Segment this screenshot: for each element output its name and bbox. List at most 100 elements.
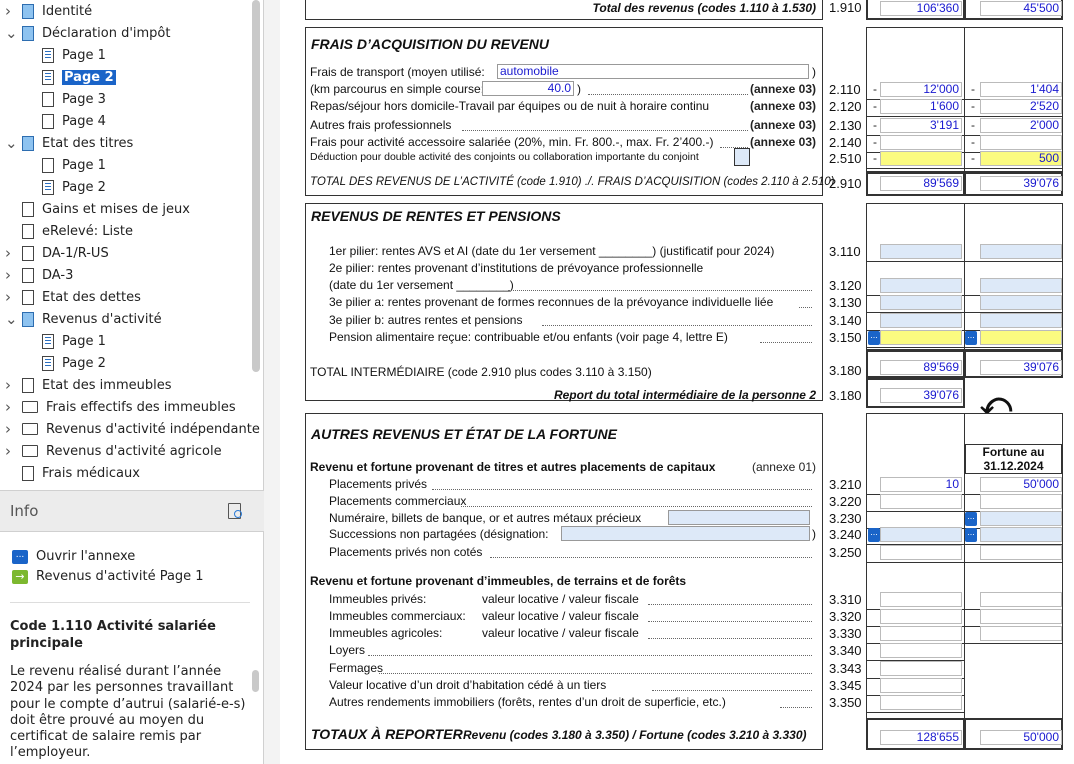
tree-item[interactable]: eRelevé: Liste <box>22 221 133 241</box>
amount-field[interactable]: 89'569 <box>880 360 962 375</box>
amount-field[interactable] <box>980 135 1062 150</box>
tree-item[interactable]: Page 2 <box>42 67 116 87</box>
km-input[interactable]: 40.0 <box>482 81 574 96</box>
amount-field[interactable] <box>980 592 1062 607</box>
succession-input[interactable] <box>561 526 810 541</box>
chevron-right-icon[interactable]: › <box>5 244 11 262</box>
amount-field[interactable]: 2'520 <box>980 99 1062 114</box>
chevron-down-icon[interactable]: ⌄ <box>5 134 18 152</box>
chevron-right-icon[interactable]: › <box>5 398 11 416</box>
double-activity-checkbox[interactable] <box>734 148 750 166</box>
tree-item[interactable]: › Etat des immeubles <box>5 375 171 395</box>
tree-item[interactable]: › DA-3 <box>5 265 73 285</box>
amount-field[interactable]: 39'076 <box>980 176 1062 191</box>
field-label: Immeubles agricoles: <box>329 626 443 640</box>
amount-field[interactable]: 10 <box>880 477 962 492</box>
tree-item[interactable]: ⌄ Etat des titres <box>5 133 133 153</box>
amount-field[interactable]: 2'000 <box>980 118 1062 133</box>
amount-field[interactable] <box>980 494 1062 509</box>
tree-item[interactable]: › Revenus d'activité agricole <box>5 441 222 461</box>
chevron-down-icon[interactable]: ⌄ <box>5 24 18 42</box>
amount-field[interactable] <box>880 494 962 509</box>
amount-field[interactable] <box>880 609 962 624</box>
amount-field[interactable]: 50'000 <box>980 477 1062 492</box>
amount-field[interactable]: 1'404 <box>980 82 1062 97</box>
amount-field[interactable] <box>980 313 1062 328</box>
amount-field[interactable] <box>880 151 962 166</box>
amount-field[interactable] <box>980 527 1062 542</box>
amount-field[interactable] <box>880 278 962 293</box>
amount-field[interactable] <box>980 626 1062 641</box>
amount-field[interactable] <box>880 643 962 658</box>
tree-item[interactable]: Page 3 <box>42 89 106 109</box>
amount-field[interactable] <box>980 609 1062 624</box>
open-annex-link[interactable]: ... Ouvrir l'annexe <box>12 549 135 564</box>
amount-field[interactable] <box>980 244 1062 259</box>
amount-field[interactable]: 106'360 <box>880 1 962 16</box>
amount-field[interactable]: 1'600 <box>880 99 962 114</box>
tree-item[interactable]: Page 4 <box>42 111 106 131</box>
document-search-icon[interactable] <box>228 503 242 519</box>
tree-item[interactable]: Page 2 <box>42 353 106 373</box>
transport-input[interactable]: automobile <box>497 64 809 79</box>
amount-field[interactable]: 45'500 <box>980 1 1062 16</box>
amount-field[interactable] <box>880 527 962 542</box>
amount-field[interactable]: 39'076 <box>980 360 1062 375</box>
amount-field[interactable] <box>880 545 962 560</box>
amount-field[interactable] <box>880 592 962 607</box>
goto-link[interactable]: → Revenus d'activité Page 1 <box>12 569 204 584</box>
tree-scrollbar[interactable] <box>252 0 260 372</box>
tree-item[interactable]: › Etat des dettes <box>5 287 141 307</box>
chevron-right-icon[interactable]: › <box>5 420 11 438</box>
tree-item[interactable]: › Revenus d'activité indépendante <box>5 419 260 439</box>
amount-field[interactable]: 89'569 <box>880 176 962 191</box>
amount-field[interactable]: 12'000 <box>880 82 962 97</box>
amount-field[interactable] <box>880 135 962 150</box>
tree-item-label: Gains et mises de jeux <box>42 201 190 217</box>
chevron-right-icon[interactable]: › <box>5 376 11 394</box>
tree-item[interactable]: Frais médicaux <box>22 463 140 483</box>
amount-field[interactable] <box>880 661 962 676</box>
tree-item[interactable]: Gains et mises de jeux <box>22 199 190 219</box>
open-annex-button[interactable]: ... <box>965 512 977 526</box>
info-scrollbar[interactable] <box>252 670 259 692</box>
amount-field[interactable] <box>880 678 962 693</box>
fortune-mask <box>965 644 1062 720</box>
open-annex-button[interactable]: ... <box>868 528 880 542</box>
open-annex-button[interactable]: ... <box>965 331 977 345</box>
amount-field[interactable] <box>980 511 1062 526</box>
tree-item[interactable]: ⌄ Déclaration d'impôt <box>5 23 170 43</box>
amount-field[interactable]: 50'000 <box>980 730 1062 745</box>
chevron-right-icon[interactable]: › <box>5 2 11 20</box>
tree-item[interactable]: › Identité <box>5 1 92 21</box>
tree-item[interactable]: Page 2 <box>42 177 106 197</box>
amount-field[interactable] <box>980 278 1062 293</box>
amount-field[interactable]: 3'191 <box>880 118 962 133</box>
chevron-right-icon[interactable]: › <box>5 288 11 306</box>
chevron-right-icon[interactable]: › <box>5 442 11 460</box>
amount-field[interactable] <box>880 330 962 345</box>
amount-field[interactable]: 500 <box>980 151 1062 166</box>
amount-field[interactable] <box>880 295 962 310</box>
amount-field[interactable]: 39'076 <box>880 388 962 403</box>
amount-field[interactable] <box>980 330 1062 345</box>
chevron-down-icon[interactable]: ⌄ <box>5 310 18 328</box>
tree-item[interactable]: Page 1 <box>42 45 106 65</box>
amount-field[interactable] <box>880 695 962 710</box>
field-label: 1er pilier: rentes AVS et AI (date du 1e… <box>329 244 775 258</box>
chevron-right-icon[interactable]: › <box>5 266 11 284</box>
tree-item[interactable]: › Frais effectifs des immeubles <box>5 397 236 417</box>
amount-field[interactable] <box>880 626 962 641</box>
amount-field[interactable] <box>880 244 962 259</box>
tree-item[interactable]: ⌄ Revenus d'activité <box>5 309 162 329</box>
amount-field[interactable] <box>980 295 1062 310</box>
open-annex-button[interactable]: ... <box>965 528 977 542</box>
amount-field[interactable]: 128'655 <box>880 730 962 745</box>
tree-item[interactable]: Page 1 <box>42 331 106 351</box>
tree-item[interactable]: Page 1 <box>42 155 106 175</box>
amount-field[interactable] <box>980 545 1062 560</box>
tree-item[interactable]: › DA-1/R-US <box>5 243 109 263</box>
open-annex-button[interactable]: ... <box>868 331 880 345</box>
precious-metals-input[interactable] <box>668 510 810 525</box>
amount-field[interactable] <box>880 313 962 328</box>
